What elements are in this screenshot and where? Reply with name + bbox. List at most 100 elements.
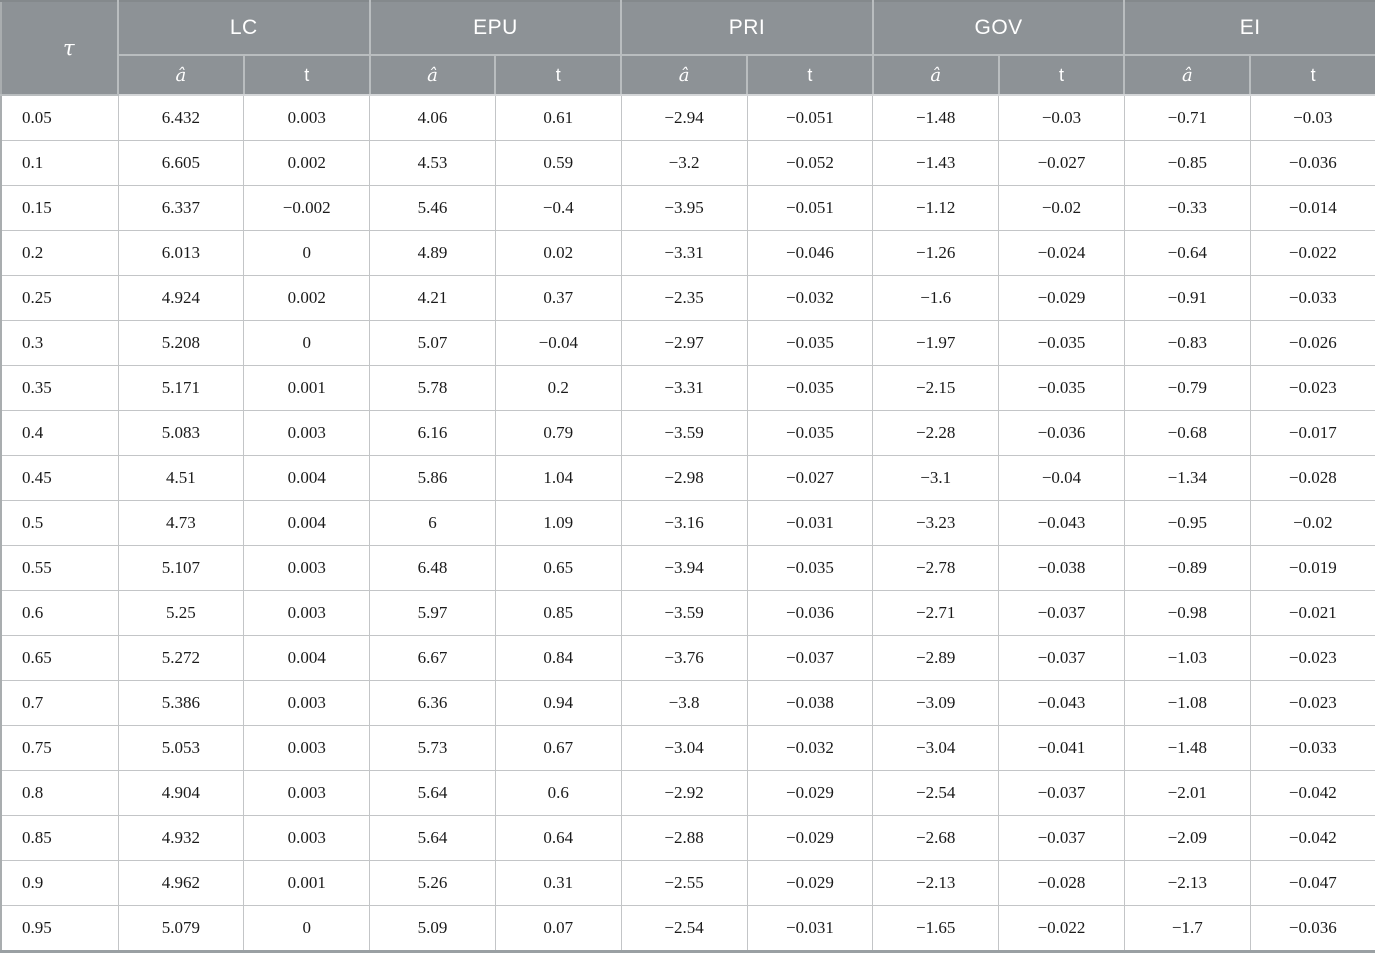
- cell-lc-a-hat: 5.079: [117, 905, 245, 952]
- cell-pri-t: −0.037: [746, 635, 874, 681]
- cell-lc-a-hat: 4.904: [117, 770, 245, 816]
- cell-gov-t: −0.02: [998, 185, 1125, 231]
- cell-pri-a-hat: −2.54: [620, 905, 748, 952]
- tau-value: 0.3: [1, 320, 119, 366]
- table-row: 0.7 5.386 0.003 6.36 0.94 −3.8 −0.038 −3…: [1, 680, 1375, 726]
- tau-value: 0.7: [1, 680, 119, 726]
- cell-ei-a-hat: −1.34: [1123, 455, 1251, 501]
- cell-gov-t: −0.035: [998, 365, 1125, 411]
- col-header-ei: EI: [1123, 0, 1375, 56]
- cell-pri-a-hat: −3.2: [620, 140, 748, 186]
- cell-pri-a-hat: −2.94: [620, 94, 748, 141]
- cell-lc-t: 0: [243, 905, 371, 952]
- cell-pri-a-hat: −2.97: [620, 320, 748, 366]
- cell-pri-a-hat: −3.04: [620, 725, 748, 771]
- cell-ei-a-hat: −0.71: [1123, 94, 1251, 141]
- cell-ei-a-hat: −2.13: [1123, 860, 1251, 906]
- cell-epu-t: 0.31: [494, 860, 622, 906]
- cell-lc-t: 0.003: [243, 770, 371, 816]
- cell-pri-a-hat: −3.31: [620, 365, 748, 411]
- cell-ei-t: −0.021: [1249, 590, 1375, 636]
- cell-gov-a-hat: −2.28: [872, 410, 1000, 456]
- cell-epu-a-hat: 6.48: [369, 545, 496, 591]
- table-row: 0.2 6.013 0 4.89 0.02 −3.31 −0.046 −1.26…: [1, 230, 1375, 276]
- cell-pri-t: −0.051: [746, 94, 874, 141]
- subheader-ei-a-hat: â: [1123, 54, 1252, 96]
- cell-epu-t: −0.4: [494, 185, 622, 231]
- table-row: 0.9 4.962 0.001 5.26 0.31 −2.55 −0.029 −…: [1, 860, 1375, 906]
- subheader-epu-t: t: [494, 54, 623, 96]
- cell-ei-a-hat: −0.85: [1123, 140, 1251, 186]
- cell-pri-t: −0.031: [746, 500, 874, 546]
- cell-lc-a-hat: 6.605: [117, 140, 245, 186]
- cell-epu-a-hat: 6.67: [369, 635, 496, 681]
- cell-lc-a-hat: 4.932: [117, 815, 245, 861]
- table-row: 0.05 6.432 0.003 4.06 0.61 −2.94 −0.051 …: [1, 94, 1375, 141]
- table-row: 0.5 4.73 0.004 6 1.09 −3.16 −0.031 −3.23…: [1, 500, 1375, 546]
- col-header-lc: LC: [117, 0, 371, 56]
- subheader-ei-t: t: [1249, 54, 1375, 96]
- cell-gov-a-hat: −2.89: [872, 635, 1000, 681]
- cell-pri-a-hat: −3.31: [620, 230, 748, 276]
- cell-gov-a-hat: −1.48: [872, 94, 1000, 141]
- subheader-pri-t: t: [746, 54, 874, 96]
- cell-gov-t: −0.035: [998, 320, 1125, 366]
- col-header-epu: EPU: [368, 0, 623, 56]
- cell-lc-t: 0.003: [243, 94, 371, 141]
- cell-pri-a-hat: −2.35: [620, 275, 748, 321]
- cell-ei-t: −0.042: [1249, 815, 1375, 861]
- cell-epu-a-hat: 5.97: [369, 590, 496, 636]
- cell-gov-t: −0.028: [998, 860, 1125, 906]
- cell-lc-t: 0: [243, 230, 371, 276]
- cell-pri-t: −0.051: [746, 185, 874, 231]
- cell-lc-a-hat: 6.013: [117, 230, 245, 276]
- tau-value: 0.6: [1, 590, 119, 636]
- cell-lc-t: 0.001: [243, 860, 371, 906]
- cell-pri-a-hat: −3.59: [620, 410, 748, 456]
- cell-ei-t: −0.033: [1249, 725, 1375, 771]
- cell-gov-t: −0.027: [998, 140, 1125, 186]
- cell-ei-t: −0.028: [1249, 455, 1375, 501]
- cell-lc-t: 0.003: [243, 410, 371, 456]
- cell-pri-t: −0.029: [746, 815, 874, 861]
- cell-lc-a-hat: 4.924: [117, 275, 245, 321]
- cell-ei-a-hat: −0.83: [1123, 320, 1251, 366]
- table-header: τ LC EPU PRI GOV EI â t â t â t â t â t: [1, 0, 1375, 96]
- tau-value: 0.2: [1, 230, 119, 276]
- cell-epu-a-hat: 5.09: [369, 905, 496, 952]
- cell-ei-t: −0.019: [1249, 545, 1375, 591]
- tau-value: 0.9: [1, 860, 119, 906]
- tau-value: 0.75: [1, 725, 119, 771]
- table-row: 0.75 5.053 0.003 5.73 0.67 −3.04 −0.032 …: [1, 725, 1375, 771]
- cell-pri-t: −0.032: [746, 725, 874, 771]
- cell-epu-t: 0.07: [494, 905, 622, 952]
- cell-lc-a-hat: 5.272: [117, 635, 245, 681]
- cell-lc-t: 0.003: [243, 815, 371, 861]
- table-row: 0.45 4.51 0.004 5.86 1.04 −2.98 −0.027 −…: [1, 455, 1375, 501]
- cell-epu-t: 1.04: [494, 455, 622, 501]
- cell-gov-t: −0.037: [998, 770, 1125, 816]
- cell-gov-a-hat: −2.54: [872, 770, 1000, 816]
- cell-lc-t: 0.002: [243, 140, 371, 186]
- cell-pri-a-hat: −3.59: [620, 590, 748, 636]
- cell-gov-a-hat: −3.1: [872, 455, 1000, 501]
- cell-ei-a-hat: −0.64: [1123, 230, 1251, 276]
- cell-ei-t: −0.023: [1249, 680, 1375, 726]
- cell-epu-t: 0.65: [494, 545, 622, 591]
- cell-gov-t: −0.041: [998, 725, 1125, 771]
- cell-epu-t: 0.67: [494, 725, 622, 771]
- col-header-pri: PRI: [620, 0, 874, 56]
- cell-epu-t: 0.84: [494, 635, 622, 681]
- tau-value: 0.45: [1, 455, 119, 501]
- cell-gov-t: −0.022: [998, 905, 1125, 952]
- cell-ei-t: −0.022: [1249, 230, 1375, 276]
- cell-ei-t: −0.023: [1249, 365, 1375, 411]
- cell-epu-t: 0.59: [494, 140, 622, 186]
- cell-ei-a-hat: −1.7: [1123, 905, 1251, 952]
- cell-gov-a-hat: −2.78: [872, 545, 1000, 591]
- table-row: 0.1 6.605 0.002 4.53 0.59 −3.2 −0.052 −1…: [1, 140, 1375, 186]
- cell-lc-a-hat: 4.962: [117, 860, 245, 906]
- cell-ei-a-hat: −1.03: [1123, 635, 1251, 681]
- subheader-gov-a-hat: â: [871, 54, 1000, 96]
- cell-lc-a-hat: 4.73: [117, 500, 245, 546]
